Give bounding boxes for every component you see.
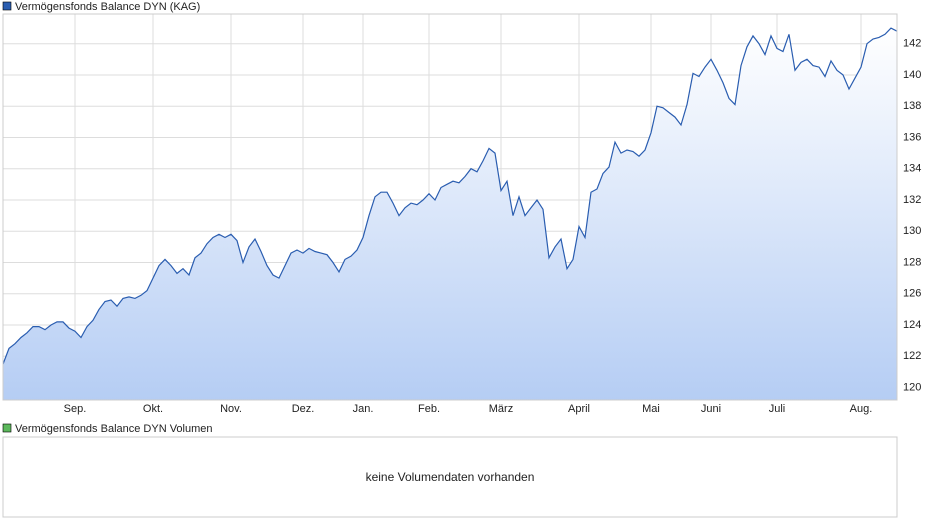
x-tick-label: April (568, 403, 590, 415)
volume-frame (2, 436, 898, 518)
area (3, 28, 897, 400)
y-tick-label: 136 (903, 131, 921, 143)
x-tick-label: Okt. (143, 403, 163, 415)
price-line (2, 27, 898, 365)
y-tick-label: 142 (903, 38, 921, 50)
x-tick-label: Juli (769, 403, 786, 415)
legend-label: Vermögensfonds Balance DYN (KAG) (15, 1, 200, 13)
x-tick-label: Nov. (220, 403, 242, 415)
x-tick-label: Juni (701, 403, 721, 415)
y-tick-label: 134 (903, 163, 921, 175)
legend-swatch (2, 1, 12, 11)
x-tick-label: März (489, 403, 513, 415)
x-tick-label: Aug. (850, 403, 873, 415)
x-tick-label: Jan. (353, 403, 374, 415)
x-tick-label: Dez. (292, 403, 315, 415)
legend-swatch (2, 423, 12, 433)
y-tick-label: 130 (903, 225, 921, 237)
y-tick-label: 124 (903, 319, 921, 331)
y-tick-label: 128 (903, 256, 921, 268)
y-tick-label: 120 (903, 381, 921, 393)
legend-label: Vermögensfonds Balance DYN Volumen (15, 423, 213, 435)
plot-frame-top (2, 13, 898, 401)
y-tick-label: 140 (903, 69, 921, 81)
y-tick-label: 132 (903, 194, 921, 206)
x-tick-label: Mai (642, 403, 660, 415)
x-tick-label: Feb. (418, 403, 440, 415)
y-tick-label: 126 (903, 288, 921, 300)
x-tick-label: Sep. (64, 403, 87, 415)
y-tick-label: 122 (903, 350, 921, 362)
empty-message: keine Volumendaten vorhanden (366, 470, 535, 484)
y-tick-label: 138 (903, 100, 921, 112)
